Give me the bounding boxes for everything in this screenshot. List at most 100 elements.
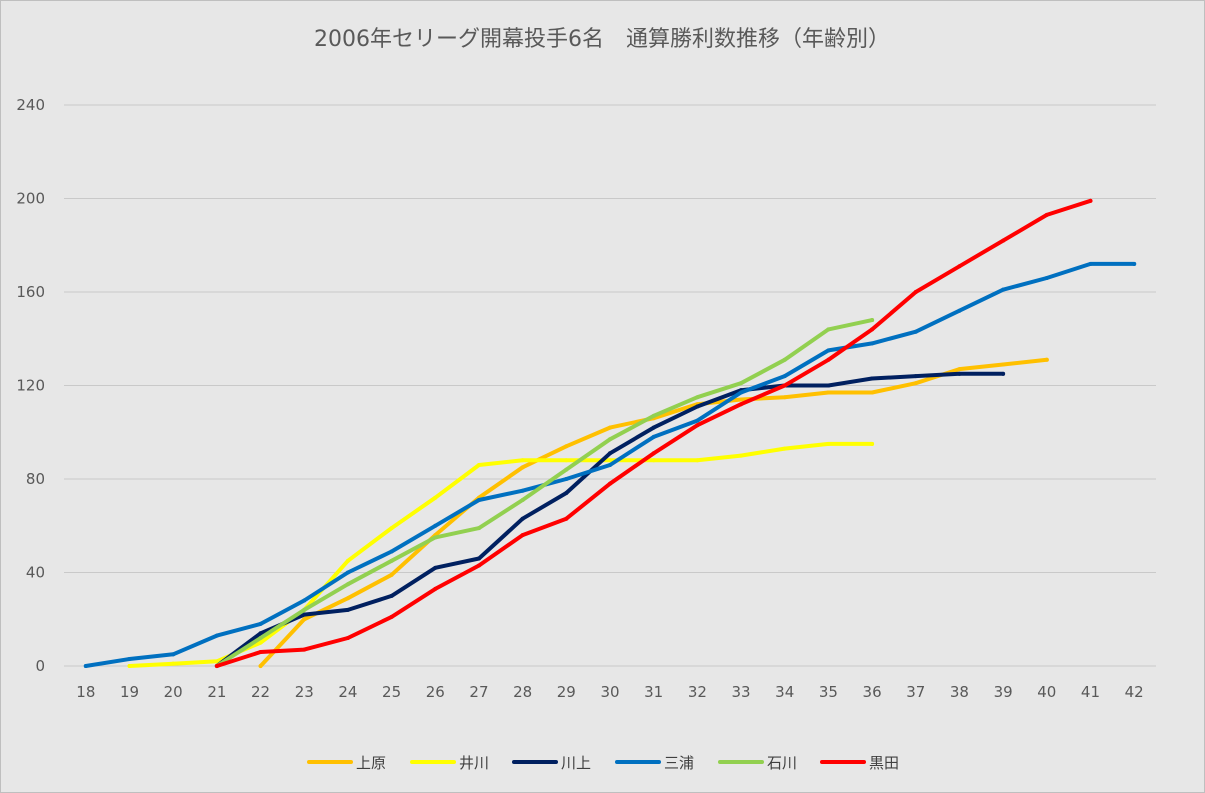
data-point (302, 647, 307, 652)
legend: 上原 井川 川上 三浦 石川 黒田 (307, 754, 899, 772)
data-point (520, 498, 525, 503)
y-tick-label: 0 (35, 657, 45, 675)
x-tick-label: 24 (338, 683, 357, 701)
data-point (345, 570, 350, 575)
x-tick-label: 38 (950, 683, 969, 701)
data-point (564, 458, 569, 463)
data-point (258, 649, 263, 654)
data-point (739, 390, 744, 395)
data-point (608, 462, 612, 467)
data-point (520, 488, 525, 493)
data-point (345, 607, 350, 612)
data-point (1132, 261, 1137, 266)
y-tick-label: 40 (26, 564, 45, 582)
data-point (345, 582, 350, 587)
data-point (826, 383, 831, 388)
x-tick-label: 37 (906, 683, 925, 701)
legend-item: 井川 (410, 754, 489, 772)
data-point (870, 376, 875, 381)
legend-label: 川上 (561, 754, 591, 772)
data-point (564, 516, 569, 521)
data-point (695, 418, 700, 423)
data-point (214, 664, 219, 668)
data-point (695, 423, 700, 428)
data-point (127, 664, 132, 668)
data-point (870, 341, 875, 346)
data-point (1001, 362, 1006, 367)
x-tick-label: 35 (819, 683, 838, 701)
data-point (651, 451, 656, 456)
data-point (127, 656, 132, 661)
x-tick-label: 29 (557, 683, 576, 701)
data-point (476, 563, 481, 568)
data-point (826, 348, 831, 353)
x-axis-ticks: 18 19 20 21 22 23 24 25 26 27 28 29 30 31 32 33 34 35 36 37… (76, 683, 1143, 701)
data-point (651, 458, 656, 463)
series-4 (214, 318, 875, 668)
series-line (214, 371, 1006, 668)
chart-title: 2006年セリーグ開幕投手6名 通算勝利数推移（年齢別） (314, 27, 890, 52)
data-point (782, 357, 787, 362)
x-tick-label: 39 (994, 683, 1013, 701)
y-tick-label: 200 (16, 190, 45, 208)
x-tick-label: 22 (251, 683, 270, 701)
data-point (913, 381, 918, 386)
data-point (739, 402, 744, 407)
data-point (913, 329, 918, 334)
data-point (520, 458, 525, 463)
data-point (564, 491, 569, 496)
data-point (171, 661, 176, 666)
series-line (127, 441, 875, 668)
data-point (870, 318, 875, 323)
data-point (258, 635, 263, 640)
legend-label: 黒田 (869, 754, 899, 772)
data-point (1044, 275, 1049, 280)
data-point (1044, 357, 1049, 362)
data-point (739, 453, 744, 458)
x-tick-label: 32 (688, 683, 707, 701)
series-2 (214, 371, 1006, 668)
data-point (739, 381, 744, 386)
x-tick-label: 26 (426, 683, 445, 701)
legend-item: 上原 (307, 754, 386, 772)
data-point (608, 481, 612, 486)
data-point (389, 558, 394, 563)
data-point (608, 437, 612, 442)
data-point (782, 446, 787, 451)
data-point (171, 652, 176, 657)
data-point (608, 451, 612, 456)
data-point (214, 633, 219, 638)
data-point (651, 413, 656, 418)
data-point (957, 367, 962, 372)
legend-item: 黒田 (820, 754, 899, 772)
data-point (433, 565, 438, 570)
data-point (389, 572, 394, 577)
data-point (433, 523, 438, 528)
data-point (957, 264, 962, 269)
series-line (214, 318, 875, 668)
series-1 (127, 441, 875, 668)
x-tick-label: 18 (76, 683, 95, 701)
data-point (302, 612, 307, 617)
data-point (389, 593, 394, 598)
data-point (608, 458, 612, 463)
x-tick-label: 23 (295, 683, 314, 701)
series-3 (83, 261, 1137, 668)
data-point (258, 621, 263, 626)
data-point (258, 640, 263, 645)
data-point (476, 556, 481, 561)
data-point (258, 631, 263, 636)
data-point (695, 404, 700, 409)
x-tick-label: 41 (1081, 683, 1100, 701)
data-point (651, 434, 656, 439)
data-point (433, 495, 438, 500)
data-point (389, 614, 394, 619)
data-point (826, 441, 831, 446)
data-point (957, 371, 962, 376)
x-tick-label: 40 (1037, 683, 1056, 701)
data-point (476, 498, 481, 503)
data-point (870, 327, 875, 332)
series-0 (258, 357, 1049, 668)
